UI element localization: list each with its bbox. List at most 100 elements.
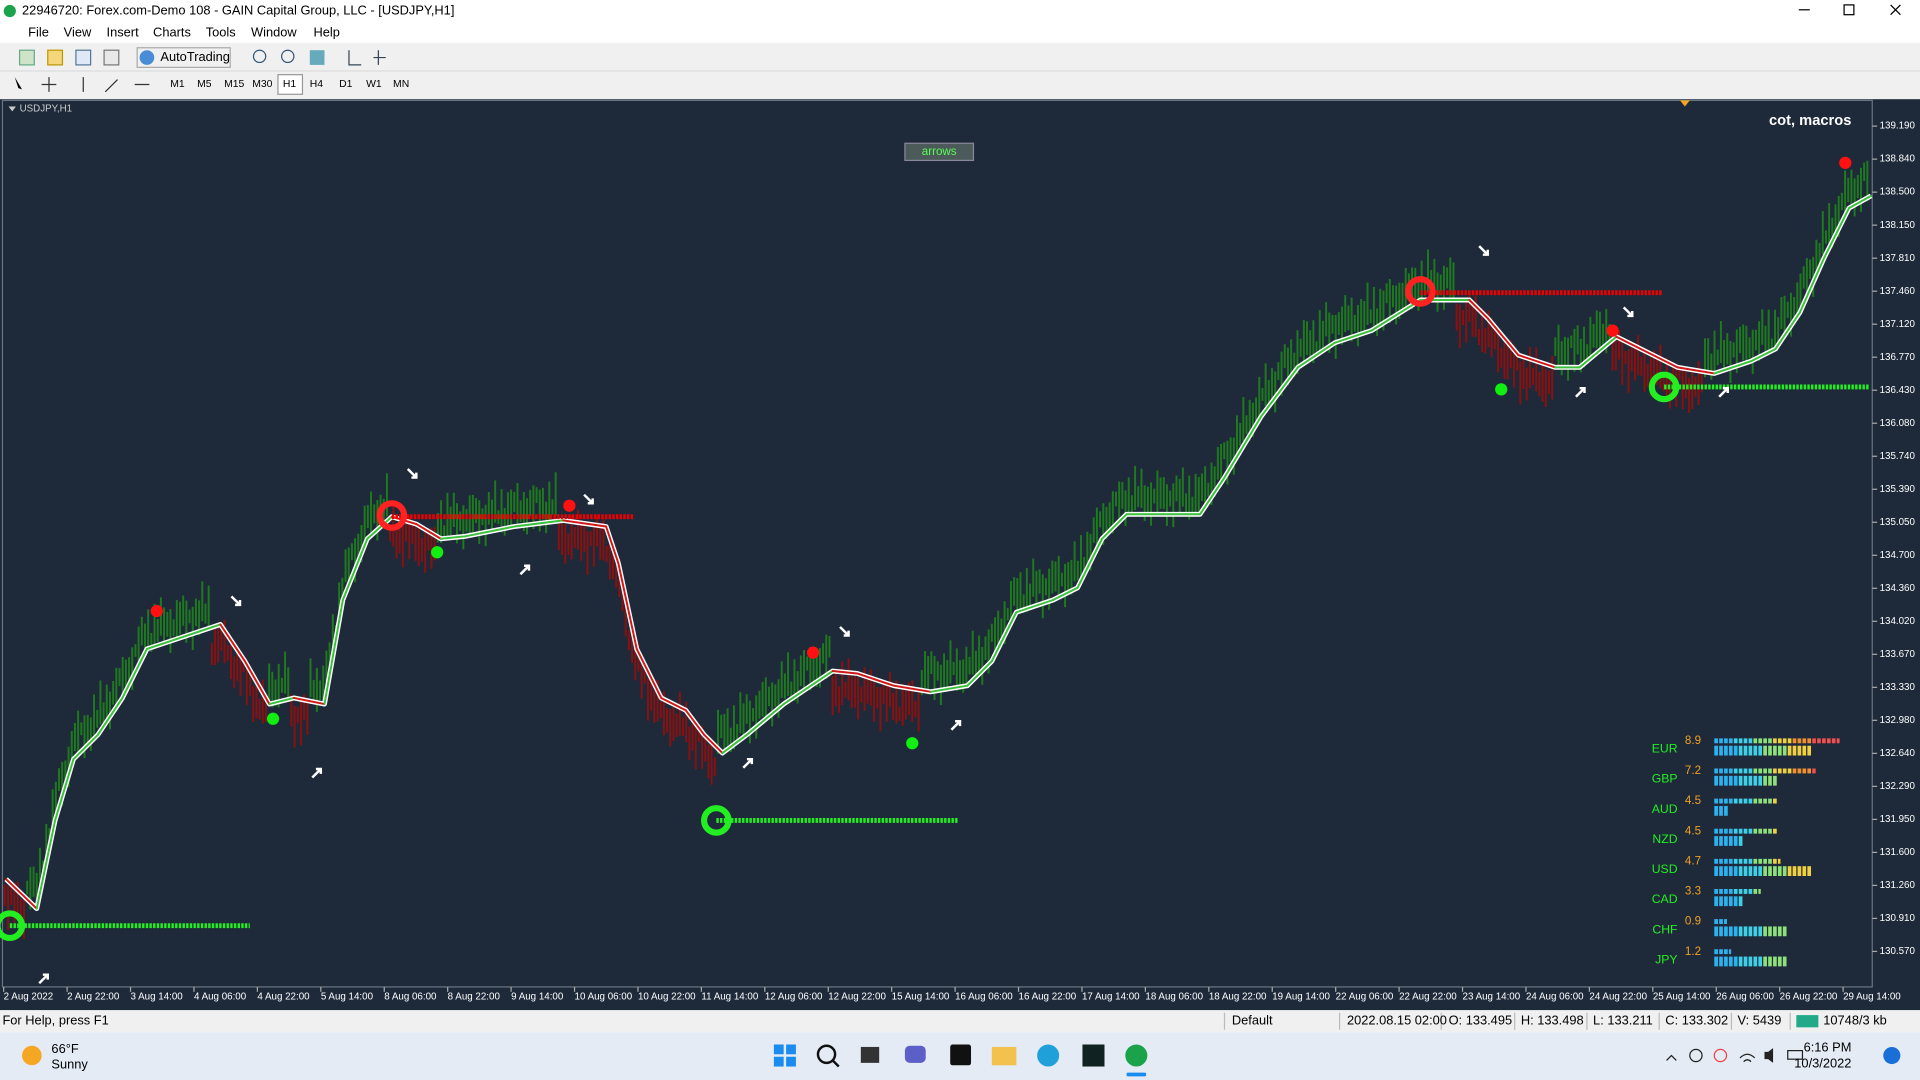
strength-cell [1836,738,1840,744]
taskbar-apps[interactable] [773,1044,1901,1077]
strength-cell-secondary [1719,836,1723,846]
strength-cell-secondary [1768,745,1772,756]
price-label: 135.050 [1880,517,1916,528]
strength-bar [1714,919,1727,924]
strength-cell-secondary [1738,745,1743,756]
timeframe-button[interactable]: MN [393,79,409,90]
time-label: 8 Aug 22:00 [448,991,501,1002]
strength-cell [1802,738,1807,744]
ma-segment [617,562,638,650]
maximize-button[interactable] [1843,4,1855,16]
timeframe-button[interactable]: H1 [283,79,297,90]
strength-cell-secondary [1753,775,1758,786]
strength-cell-secondary [1719,956,1723,967]
strength-cell-secondary [1758,775,1763,786]
arrows-button-bg[interactable] [904,142,975,162]
strength-cell [1724,798,1728,804]
timeframe-button[interactable]: W1 [366,79,382,90]
strength-cell [1733,828,1738,834]
price-label: 136.430 [1880,385,1916,396]
strength-cell [1743,828,1748,834]
strength-cell [1724,738,1728,744]
connection-icon [1796,1015,1819,1028]
timeframe-button[interactable]: M30 [252,79,272,90]
strength-cell-secondary [1758,745,1763,756]
strength-cell [1714,798,1718,804]
ma-segment [635,648,663,699]
strength-cell [1719,798,1723,804]
ma-segment [1578,335,1618,369]
strength-cell-secondary [1733,926,1738,937]
symbol-marker [8,106,16,112]
status-help: For Help, press F1 [2,1013,108,1028]
strength-cell [1807,738,1812,744]
strength-bar [1714,738,1840,744]
time-label: 24 Aug 06:00 [1526,991,1584,1002]
strength-cell [1728,888,1733,894]
strength-cell [1728,949,1732,955]
menu-item[interactable]: File [28,24,49,39]
strength-cell-secondary [1782,926,1787,937]
signals [0,156,1870,985]
strength-cell-secondary [1728,896,1733,907]
strength-cell-secondary [1714,836,1718,846]
ma-segment [831,670,859,675]
bull-candles [26,160,1869,910]
price-label: 136.080 [1880,418,1916,429]
strength-cell [1719,768,1723,774]
currency-name: EUR [1652,742,1678,756]
strength-cell [1758,798,1763,804]
timeframe-button[interactable]: H4 [310,79,324,90]
time-label: 9 Aug 14:00 [511,991,564,1002]
strength-cell-secondary [1728,775,1733,786]
arrows-button[interactable]: arrows [922,145,957,158]
ma-segment [1713,360,1752,375]
menu-item[interactable]: View [64,24,92,39]
strength-cell [1714,768,1718,774]
ma-segment [1676,366,1716,375]
strength-cell-secondary [1792,866,1797,876]
autotrading-button[interactable]: AutoTrading [160,49,230,64]
strength-cell-secondary [1768,956,1772,967]
timeframe-button[interactable]: M15 [224,79,244,90]
ma-segment [1517,354,1557,369]
timeframe-button[interactable]: D1 [339,79,353,90]
strength-cell [1738,798,1743,804]
strength-cell-secondary [1802,866,1807,876]
strength-cell-secondary [1743,775,1748,786]
menu-item[interactable]: Charts [153,24,191,39]
strength-cell-secondary [1773,926,1777,937]
strength-cell [1748,768,1753,774]
strength-cell [1797,768,1802,774]
weather-condition: Sunny [51,1057,88,1072]
strength-cell-secondary [1777,956,1782,967]
window-title: 22946720: Forex.com-Demo 108 - GAIN Capi… [22,2,454,17]
strength-bar [1714,798,1777,804]
price-label: 130.570 [1880,946,1916,957]
menu-item[interactable]: Help [313,24,339,39]
ma-segment [1486,317,1520,357]
menu-item[interactable]: Window [251,24,297,39]
strength-cell-secondary [1753,956,1758,967]
strength-cell [1782,768,1787,774]
menu-item[interactable]: Tools [206,24,236,39]
strength-cell-secondary [1728,836,1733,846]
strength-cell-secondary [1763,956,1767,967]
timeframe-button[interactable]: M5 [197,79,212,90]
strength-cell-secondary [1738,836,1743,846]
menu-item[interactable]: Insert [107,24,140,39]
strength-cell-secondary [1782,745,1787,756]
clock-time: 6:16 PM [1804,1040,1852,1055]
strength-cell [1724,949,1728,955]
time-label: 23 Aug 14:00 [1463,991,1521,1002]
currency-name: NZD [1652,832,1677,846]
ma-segment [721,733,748,755]
strength-cell-secondary [1748,926,1753,937]
time-label: 8 Aug 06:00 [384,991,437,1002]
close-button[interactable] [1890,4,1901,16]
timeframe-button[interactable]: M1 [170,79,185,90]
ma-segment [1774,311,1801,350]
strength-cell [1724,888,1728,894]
ma-segment [145,635,185,650]
